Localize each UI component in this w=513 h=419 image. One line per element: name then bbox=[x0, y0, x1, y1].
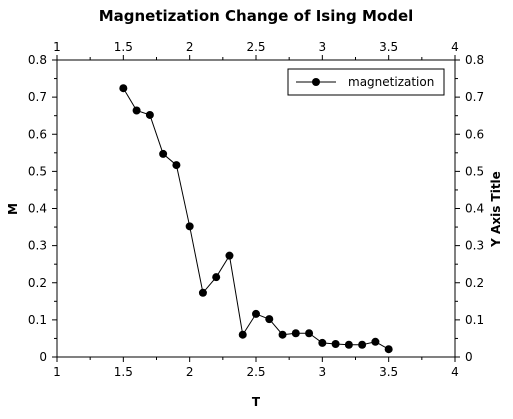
series-layer bbox=[119, 84, 393, 354]
y-tick-label-right: 0.4 bbox=[465, 202, 484, 216]
data-point bbox=[172, 161, 181, 170]
y-tick-label-left: 0.6 bbox=[28, 127, 47, 141]
data-point bbox=[291, 329, 300, 338]
x-tick-label-top: 2.5 bbox=[246, 40, 265, 54]
data-point bbox=[238, 330, 247, 339]
data-point bbox=[331, 340, 340, 349]
y-tick-label-left: 0.2 bbox=[28, 276, 47, 290]
data-point bbox=[119, 84, 128, 93]
y-tick-label-right: 0.7 bbox=[465, 90, 484, 104]
data-point bbox=[371, 337, 380, 346]
data-point bbox=[305, 329, 314, 338]
data-point bbox=[198, 288, 207, 297]
data-point bbox=[384, 345, 393, 354]
x-tick-label-top: 4 bbox=[451, 40, 459, 54]
data-point bbox=[344, 340, 353, 349]
y-tick-label-left: 0.3 bbox=[28, 239, 47, 253]
data-point bbox=[132, 106, 141, 115]
y-tick-label-left: 0.8 bbox=[28, 53, 47, 67]
y2-axis-title: Y Axis Title bbox=[489, 171, 503, 248]
data-point bbox=[318, 338, 327, 347]
x-tick-label-top: 3 bbox=[319, 40, 327, 54]
data-point bbox=[159, 149, 168, 158]
x-tick-label-top: 2 bbox=[186, 40, 194, 54]
y-tick-label-right: 0.1 bbox=[465, 313, 484, 327]
y-tick-label-left: 0.1 bbox=[28, 313, 47, 327]
x-tick-label-top: 1 bbox=[53, 40, 61, 54]
data-point bbox=[278, 330, 287, 339]
legend-label: magnetization bbox=[348, 75, 434, 89]
y-tick-label-right: 0.3 bbox=[465, 239, 484, 253]
y-tick-label-right: 0.6 bbox=[465, 127, 484, 141]
x-tick-label-bottom: 1 bbox=[53, 365, 61, 379]
data-point bbox=[185, 222, 194, 231]
x-tick-label-bottom: 1.5 bbox=[114, 365, 133, 379]
x-tick-label-bottom: 2.5 bbox=[246, 365, 265, 379]
x-tick-label-bottom: 3 bbox=[319, 365, 327, 379]
y-tick-label-left: 0.5 bbox=[28, 164, 47, 178]
legend: magnetization bbox=[287, 68, 445, 96]
x-axis-title: T bbox=[252, 395, 261, 409]
data-point bbox=[145, 110, 154, 119]
y-tick-label-right: 0 bbox=[465, 350, 473, 364]
y-tick-label-left: 0 bbox=[39, 350, 47, 364]
y-tick-label-right: 0.5 bbox=[465, 164, 484, 178]
data-point bbox=[252, 309, 260, 318]
y-tick-label-left: 0.4 bbox=[28, 202, 47, 216]
y-tick-label-right: 0.2 bbox=[465, 276, 484, 290]
data-point bbox=[358, 340, 367, 349]
legend-marker bbox=[312, 78, 320, 86]
chart-title: Magnetization Change of Ising Model bbox=[99, 7, 414, 25]
data-point bbox=[265, 315, 274, 324]
x-tick-label-bottom: 4 bbox=[451, 365, 459, 379]
y-tick-label-left: 0.7 bbox=[28, 90, 47, 104]
axis-ticks bbox=[52, 55, 460, 362]
x-tick-label-bottom: 2 bbox=[186, 365, 194, 379]
x-tick-label-top: 1.5 bbox=[114, 40, 133, 54]
y-tick-label-right: 0.8 bbox=[465, 53, 484, 67]
data-point bbox=[212, 273, 221, 282]
x-tick-label-top: 3.5 bbox=[379, 40, 398, 54]
data-point bbox=[225, 251, 234, 260]
x-tick-label-bottom: 3.5 bbox=[379, 365, 398, 379]
y-axis-title: M bbox=[6, 203, 20, 215]
